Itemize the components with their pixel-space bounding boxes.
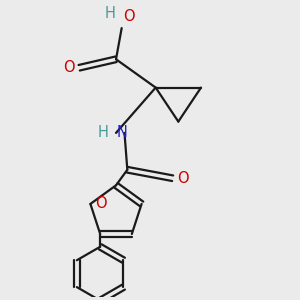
- Text: N: N: [117, 125, 128, 140]
- Text: H: H: [98, 125, 109, 140]
- Text: O: O: [95, 196, 106, 211]
- Text: O: O: [177, 171, 188, 186]
- Text: H: H: [105, 6, 116, 21]
- Text: O: O: [123, 9, 135, 24]
- Text: O: O: [63, 60, 75, 75]
